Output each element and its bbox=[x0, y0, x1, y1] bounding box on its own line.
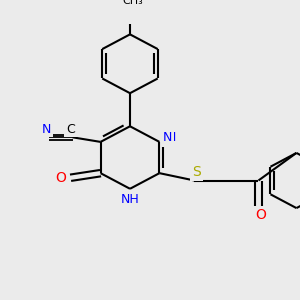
Text: O: O bbox=[255, 208, 266, 222]
Text: O: O bbox=[55, 171, 66, 185]
Text: S: S bbox=[192, 164, 201, 178]
Text: NH: NH bbox=[121, 193, 140, 206]
Text: C: C bbox=[66, 122, 75, 136]
Text: N: N bbox=[42, 122, 51, 135]
Text: NH: NH bbox=[124, 195, 142, 208]
Text: C: C bbox=[66, 122, 75, 135]
Text: N: N bbox=[163, 131, 172, 144]
Text: S: S bbox=[192, 165, 201, 179]
Text: CH₃: CH₃ bbox=[123, 0, 143, 6]
Text: O: O bbox=[55, 171, 66, 185]
Text: N: N bbox=[167, 131, 176, 144]
Text: N: N bbox=[42, 122, 51, 136]
Text: CH₃: CH₃ bbox=[123, 0, 143, 6]
Text: O: O bbox=[255, 208, 266, 222]
